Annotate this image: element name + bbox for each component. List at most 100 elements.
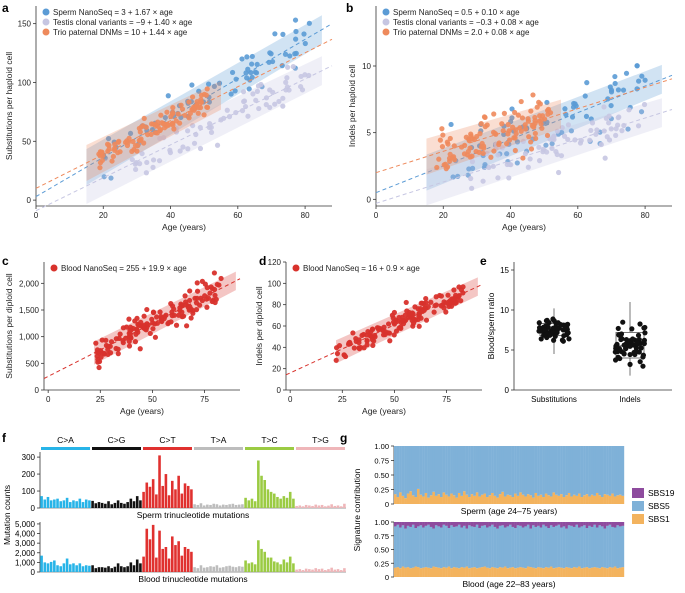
data-point bbox=[601, 128, 607, 134]
data-point bbox=[169, 303, 176, 309]
sbs5-bar bbox=[447, 446, 451, 497]
sbs1-bar bbox=[419, 494, 423, 504]
data-point bbox=[619, 336, 625, 342]
sbs1-bar bbox=[514, 493, 517, 504]
spectrum-bar bbox=[323, 506, 327, 508]
sbs1-bar bbox=[465, 566, 469, 577]
spectrum-bar bbox=[343, 503, 346, 508]
data-point bbox=[280, 103, 286, 109]
sbs1-bar bbox=[598, 568, 602, 577]
sbs5-bar bbox=[583, 525, 586, 568]
sbs1-bar bbox=[590, 567, 594, 577]
sbs1-bar bbox=[401, 566, 405, 577]
sbs5-bar bbox=[478, 528, 482, 568]
data-point bbox=[515, 112, 521, 118]
data-point bbox=[201, 112, 207, 118]
data-point bbox=[250, 91, 256, 97]
sbs5-bar bbox=[547, 446, 551, 496]
spectrum-bar bbox=[161, 485, 165, 508]
spectrum-bar bbox=[260, 475, 263, 508]
data-point bbox=[356, 339, 362, 346]
mutation-class-label: T>A bbox=[211, 435, 227, 445]
data-point bbox=[559, 129, 565, 136]
data-point bbox=[589, 120, 596, 126]
data-point bbox=[173, 322, 180, 328]
sbs1-bar bbox=[567, 492, 571, 504]
data-point bbox=[263, 95, 270, 101]
spectrum-bar bbox=[292, 498, 295, 508]
data-point bbox=[95, 359, 101, 365]
legend-label: SBS5 bbox=[648, 501, 670, 511]
sbs5-bar bbox=[501, 446, 505, 492]
sbs1-bar bbox=[557, 495, 561, 504]
data-point bbox=[132, 166, 139, 173]
data-point bbox=[477, 131, 483, 137]
spectrum-bar bbox=[40, 555, 43, 572]
panel-label-g: g bbox=[340, 431, 347, 445]
data-point bbox=[451, 157, 458, 163]
sbs5-bar bbox=[578, 527, 581, 567]
data-point bbox=[616, 332, 622, 338]
y-tick-label: 80 bbox=[272, 301, 281, 310]
data-point bbox=[403, 299, 409, 306]
data-point bbox=[416, 323, 422, 329]
spectrum-bar bbox=[49, 561, 53, 572]
sbs1-bar bbox=[457, 568, 461, 577]
sbs1-bar bbox=[549, 566, 553, 577]
sbs1-bar bbox=[501, 491, 505, 504]
data-point bbox=[443, 309, 449, 315]
x-tick-label: 60 bbox=[573, 211, 582, 220]
spectrum-bar bbox=[148, 486, 152, 508]
panel-f: C>A C>G C>T T>A T>C T>G Mutation counts 0 100 200… bbox=[2, 435, 346, 584]
sbs1-bar bbox=[593, 567, 597, 577]
data-point bbox=[612, 80, 618, 87]
sbs19-bar bbox=[572, 522, 576, 527]
sbs1-bar bbox=[583, 495, 586, 504]
y-tick-label: 0 bbox=[277, 386, 282, 395]
sbs5-bar bbox=[555, 446, 558, 495]
data-point bbox=[93, 340, 99, 346]
data-point bbox=[209, 298, 215, 305]
legend-marker bbox=[42, 28, 50, 36]
data-point bbox=[276, 98, 282, 105]
sbs19-bar bbox=[606, 522, 609, 526]
sbs5-bar bbox=[575, 524, 579, 568]
data-point bbox=[640, 363, 646, 369]
data-point bbox=[293, 36, 299, 42]
spectrum-bar bbox=[285, 562, 289, 572]
sbs5-bar bbox=[567, 525, 571, 568]
sbs19-bar bbox=[516, 522, 520, 526]
sbs1-bar bbox=[572, 567, 576, 577]
sbs19-bar bbox=[434, 522, 438, 526]
data-point bbox=[544, 317, 550, 323]
sbs1-bar bbox=[411, 567, 415, 577]
data-point bbox=[433, 294, 439, 300]
panel-label-d: d bbox=[259, 254, 266, 268]
sbs1-bar bbox=[555, 494, 558, 504]
data-point bbox=[285, 64, 291, 70]
data-point bbox=[544, 132, 551, 139]
data-point bbox=[467, 145, 473, 151]
legend-label: Blood NanoSeq = 255 + 19.9 × age bbox=[61, 264, 187, 273]
x-tick-label: Substitutions bbox=[531, 395, 577, 404]
data-point bbox=[137, 137, 143, 144]
data-point bbox=[189, 82, 195, 88]
spectrum-bar bbox=[104, 567, 107, 572]
sbs19-bar bbox=[480, 522, 484, 526]
subplot-caption: Blood (age 22–83 years) bbox=[462, 579, 555, 589]
data-point bbox=[193, 307, 200, 313]
spectrum-bar bbox=[228, 504, 231, 508]
spectrum-bar bbox=[298, 505, 302, 508]
sbs5-bar bbox=[411, 446, 415, 496]
data-point bbox=[150, 157, 157, 163]
data-point bbox=[113, 336, 119, 342]
data-point bbox=[99, 337, 105, 343]
data-point bbox=[97, 165, 103, 171]
data-point bbox=[451, 287, 457, 293]
spectrum-bar bbox=[59, 566, 63, 572]
sbs5-bar bbox=[552, 526, 556, 569]
sbs19-bar bbox=[539, 522, 543, 528]
data-point bbox=[415, 306, 421, 312]
sbs5-bar bbox=[437, 526, 441, 568]
sbs1-bar bbox=[427, 497, 430, 504]
